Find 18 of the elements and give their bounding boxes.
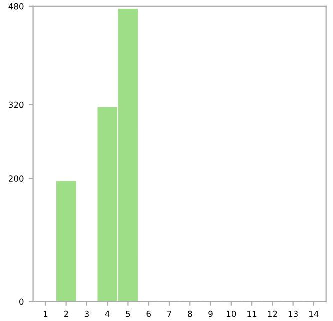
x-tick-label: 7 — [168, 311, 172, 318]
x-tick-label: 4 — [105, 311, 110, 318]
x-tick-label: 13 — [288, 310, 298, 318]
x-tick-label: 6 — [146, 310, 151, 318]
y-tick-label: 320 — [9, 102, 24, 108]
x-tick-label: 11 — [248, 311, 257, 318]
x-tick-label: 14 — [310, 311, 319, 318]
x-tick-label: 8 — [188, 310, 192, 318]
y-tick-label: 480 — [8, 3, 24, 10]
x-tick-label: 2 — [64, 310, 68, 318]
y-tick-label: 0 — [20, 298, 24, 306]
y-tick-label: 200 — [8, 176, 24, 182]
x-tick-label: 5 — [126, 311, 130, 318]
x-tick-label: 12 — [268, 310, 278, 318]
x-tick-label: 9 — [208, 310, 213, 318]
x-tick-label: 1 — [44, 311, 48, 318]
x-tick-label: 3 — [84, 310, 89, 318]
x-tick-label: 10 — [227, 310, 236, 318]
